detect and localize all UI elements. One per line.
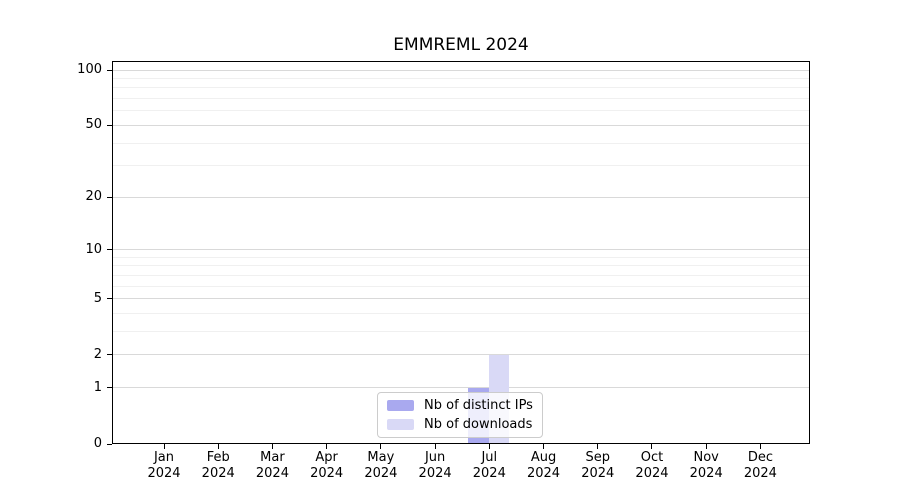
x-tick-label-line: Feb — [206, 450, 230, 465]
x-tick-nov-2024 — [705, 444, 707, 449]
x-tick-apr-2024 — [326, 444, 328, 449]
y-tick-20 — [107, 196, 112, 198]
x-tick-label-line: 2024 — [472, 466, 506, 481]
y-tick-label-10: 10 — [85, 241, 102, 257]
x-tick-label-line: May — [367, 450, 395, 465]
y-tick-0 — [107, 443, 112, 445]
legend-label-downloads: Nb of downloads — [424, 416, 533, 432]
x-tick-label-line: 2024 — [418, 466, 452, 481]
chart-title: EMMREML 2024 — [393, 35, 529, 55]
x-tick-label-line: Oct — [640, 450, 664, 465]
x-tick-label-line: Aug — [530, 450, 557, 465]
gridline-minor-60 — [113, 110, 809, 112]
x-tick-label-line: Jul — [481, 450, 498, 465]
x-tick-label-line: Mar — [260, 450, 285, 465]
y-tick-50 — [107, 124, 112, 126]
x-tick-label-mar-2024: Mar 2024 — [240, 450, 304, 482]
gridline-minor-7 — [113, 274, 809, 276]
x-tick-label-aug-2024: Aug 2024 — [512, 450, 576, 482]
gridline-50 — [113, 124, 809, 126]
gridline-minor-80 — [113, 87, 809, 89]
x-tick-label-line: 2024 — [526, 466, 561, 481]
x-tick-jan-2024 — [163, 444, 165, 449]
x-tick-label-dec-2024: Dec 2024 — [728, 450, 792, 482]
y-tick-5 — [107, 298, 112, 300]
x-tick-mar-2024 — [271, 444, 273, 449]
x-tick-label-line: Nov — [693, 450, 719, 465]
x-tick-label-feb-2024: Feb 2024 — [186, 450, 250, 482]
x-tick-sep-2024 — [597, 444, 599, 449]
y-tick-100 — [107, 69, 112, 71]
gridline-minor-8 — [113, 265, 809, 267]
y-tick-10 — [107, 249, 112, 251]
gridline-10 — [113, 249, 809, 251]
legend-item-downloads: Nb of downloads — [387, 417, 533, 432]
gridline-20 — [113, 196, 809, 198]
x-tick-label-line: Sep — [585, 450, 610, 465]
x-tick-jul-2024 — [488, 444, 490, 449]
gridline-minor-6 — [113, 285, 809, 287]
x-tick-label-line: Dec — [747, 450, 773, 465]
gridline-100 — [113, 69, 809, 71]
y-tick-label-2: 2 — [93, 346, 102, 362]
legend: Nb of distinct IPs Nb of downloads — [377, 392, 543, 438]
x-tick-label-line: 2024 — [310, 466, 344, 481]
gridline-2 — [113, 354, 809, 356]
x-tick-label-line: 2024 — [147, 466, 181, 481]
x-tick-label-line: 2024 — [743, 466, 777, 481]
x-tick-feb-2024 — [217, 444, 219, 449]
gridline-minor-30 — [113, 165, 809, 167]
x-tick-label-line: Apr — [315, 450, 338, 465]
gridline-minor-70 — [113, 98, 809, 100]
gridline-minor-9 — [113, 256, 809, 258]
x-tick-jun-2024 — [434, 444, 436, 449]
gridline-minor-90 — [113, 77, 809, 79]
x-tick-label-jul-2024: Jul 2024 — [457, 450, 521, 482]
y-tick-label-20: 20 — [85, 189, 102, 205]
y-tick-label-0: 0 — [93, 436, 102, 451]
x-tick-label-line: 2024 — [689, 466, 723, 481]
legend-swatch-distinct-ips — [387, 400, 414, 412]
x-tick-aug-2024 — [543, 444, 545, 449]
x-tick-label-sep-2024: Sep 2024 — [566, 450, 630, 482]
gridline-1 — [113, 387, 809, 389]
x-tick-label-jun-2024: Jun 2024 — [403, 450, 467, 482]
gridline-5 — [113, 298, 809, 300]
gridline-minor-3 — [113, 331, 809, 333]
x-tick-oct-2024 — [651, 444, 653, 449]
x-tick-label-line: 2024 — [581, 466, 615, 481]
y-tick-2 — [107, 354, 112, 356]
x-tick-label-jan-2024: Jan 2024 — [132, 450, 196, 482]
x-tick-label-line: Jun — [424, 450, 446, 465]
x-tick-label-apr-2024: Apr 2024 — [295, 450, 359, 482]
y-tick-1 — [107, 387, 112, 389]
y-tick-label-1: 1 — [93, 379, 102, 395]
x-tick-label-line: 2024 — [201, 466, 235, 481]
x-tick-label-line: 2024 — [635, 466, 669, 481]
x-tick-label-line: Jan — [153, 450, 175, 465]
x-tick-label-may-2024: May 2024 — [349, 450, 413, 482]
y-tick-label-100: 100 — [77, 62, 102, 77]
y-tick-label-50: 50 — [85, 117, 102, 133]
x-tick-label-oct-2024: Oct 2024 — [620, 450, 684, 482]
x-tick-dec-2024 — [759, 444, 761, 449]
legend-item-distinct-ips: Nb of distinct IPs — [387, 398, 533, 413]
x-tick-label-line: 2024 — [364, 466, 398, 481]
x-tick-label-nov-2024: Nov 2024 — [674, 450, 738, 482]
x-tick-label-line: 2024 — [255, 466, 289, 481]
y-tick-label-5: 5 — [93, 290, 102, 306]
legend-swatch-downloads — [387, 418, 414, 430]
gridline-minor-4 — [113, 313, 809, 315]
x-tick-may-2024 — [380, 444, 382, 449]
legend-label-distinct-ips: Nb of distinct IPs — [424, 398, 533, 414]
gridline-minor-40 — [113, 142, 809, 144]
